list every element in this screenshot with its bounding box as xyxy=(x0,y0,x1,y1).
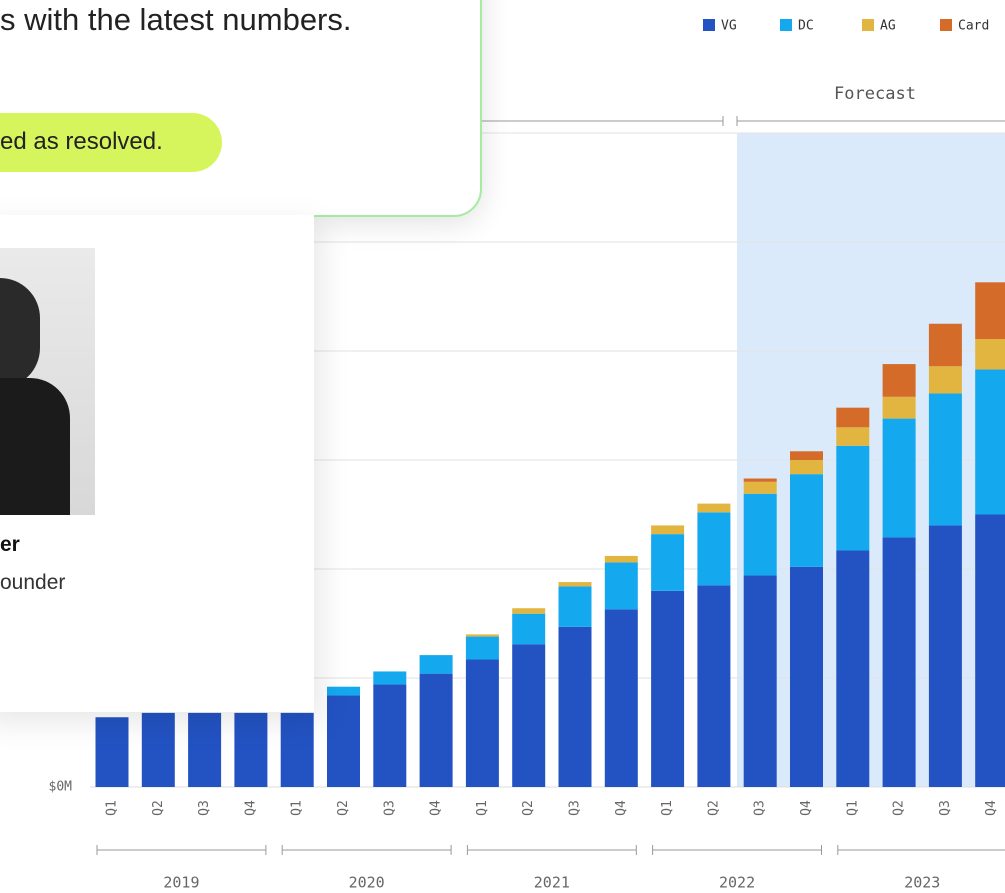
bar-segment xyxy=(373,671,406,684)
bar-segment xyxy=(466,659,499,787)
bar-segment xyxy=(420,674,453,787)
bar-segment xyxy=(929,394,962,526)
profile-name: er xyxy=(0,533,20,557)
bar-segment xyxy=(975,339,1005,370)
profile-photo xyxy=(0,248,95,515)
year-label: 2023 xyxy=(904,874,940,892)
x-tick-label: Q3 xyxy=(382,800,397,816)
bar-segment xyxy=(929,324,962,367)
legend-label: AG xyxy=(880,19,896,34)
legend-swatch xyxy=(940,19,952,31)
year-label: 2021 xyxy=(534,874,570,892)
bar-segment xyxy=(559,586,592,626)
x-tick-label: Q1 xyxy=(660,800,675,816)
profile-role: ounder xyxy=(0,571,65,595)
x-tick-label: Q1 xyxy=(845,800,860,816)
x-tick-label: Q4 xyxy=(429,800,444,816)
bar-segment xyxy=(790,460,823,474)
bar-segment xyxy=(327,687,360,696)
year-label: 2020 xyxy=(349,874,385,892)
legend-label: VG xyxy=(721,19,737,34)
bar-segment xyxy=(883,397,916,419)
bar-segment xyxy=(836,446,869,551)
x-tick-label: Q2 xyxy=(706,800,721,816)
bar-segment xyxy=(512,644,545,787)
bar-segment xyxy=(512,608,545,613)
forecast-label: Forecast xyxy=(834,84,916,104)
bar-segment xyxy=(744,482,777,494)
page: Forecast $0M Q1 Q2 Q3 Q4 Q1 Q2 Q3 Q4 Q1 Q2 Q3 Q4 Q1 Q2… xyxy=(0,0,1005,893)
bar-segment xyxy=(651,591,684,787)
bar-segment xyxy=(605,609,638,787)
bar-segment xyxy=(466,634,499,636)
bar-segment xyxy=(605,556,638,563)
bar-segment xyxy=(929,525,962,787)
bar-segment xyxy=(836,408,869,428)
legend-label: Card xyxy=(958,19,989,34)
bar-segment xyxy=(96,717,129,787)
x-tick-label: Q4 xyxy=(799,800,814,816)
bar-segment xyxy=(790,474,823,567)
bar-segment xyxy=(559,627,592,787)
x-tick-label: Q2 xyxy=(521,800,536,816)
bar-segment xyxy=(929,366,962,393)
x-tick-label: Q3 xyxy=(938,800,953,816)
bar-segment xyxy=(790,567,823,787)
bar-segment xyxy=(651,525,684,534)
bar-segment xyxy=(466,637,499,660)
bar-segment xyxy=(975,282,1005,339)
bar-segment xyxy=(142,713,175,787)
legend-swatch xyxy=(703,19,715,31)
bar-segment xyxy=(373,685,406,787)
year-label: 2022 xyxy=(719,874,755,892)
bar-segment xyxy=(188,713,221,787)
bar-segment xyxy=(790,451,823,460)
bar-segment xyxy=(975,370,1005,515)
bar-segment xyxy=(420,655,453,674)
bar-segment xyxy=(883,364,916,397)
x-tick-label: Q1 xyxy=(475,800,490,816)
bar-segment xyxy=(605,562,638,609)
status-text: ed as resolved. xyxy=(0,128,163,156)
bar-segment xyxy=(234,713,267,787)
bar-segment xyxy=(744,576,777,787)
x-tick-label: Q3 xyxy=(753,800,768,816)
bar-segment xyxy=(744,494,777,576)
bar-segment xyxy=(836,550,869,787)
x-tick-label: Q2 xyxy=(336,800,351,816)
message-text: s with the latest numbers. xyxy=(0,2,352,38)
legend-swatch xyxy=(780,19,792,31)
bar-segment xyxy=(559,582,592,586)
x-tick-label: Q4 xyxy=(984,800,999,816)
bar-segment xyxy=(975,515,1005,788)
bar-segment xyxy=(697,585,730,787)
bar-segment xyxy=(883,537,916,787)
x-tick-label: Q3 xyxy=(197,800,212,816)
bar-segment xyxy=(512,614,545,645)
bar-segment xyxy=(327,695,360,787)
legend-label: DC xyxy=(798,19,814,34)
x-tick-label: Q3 xyxy=(568,800,583,816)
bar-segment xyxy=(651,534,684,591)
x-tick-label: Q1 xyxy=(105,800,120,816)
x-tick-label: Q2 xyxy=(151,800,166,816)
bar-segment xyxy=(744,479,777,482)
x-tick-label: Q4 xyxy=(614,800,629,816)
year-label: 2019 xyxy=(163,874,199,892)
x-tick-label: Q2 xyxy=(892,800,907,816)
legend-swatch xyxy=(862,19,874,31)
bar-segment xyxy=(281,713,314,787)
y-tick-label: $0M xyxy=(49,780,73,795)
bar-segment xyxy=(697,512,730,585)
bar-segment xyxy=(883,419,916,538)
x-tick-label: Q4 xyxy=(243,800,258,816)
bar-segment xyxy=(697,504,730,513)
bar-segment xyxy=(836,427,869,446)
x-tick-label: Q1 xyxy=(290,800,305,816)
